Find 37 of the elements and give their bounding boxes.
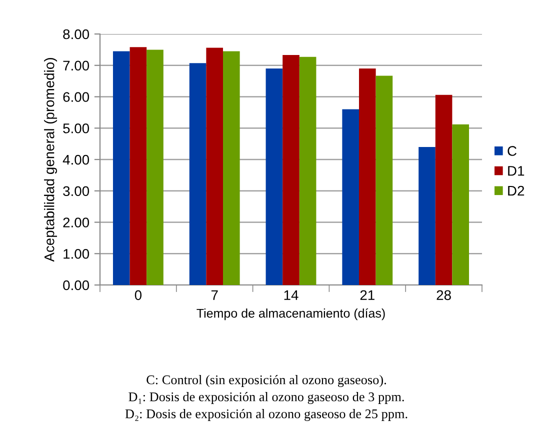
bar xyxy=(435,94,452,285)
text: C: Control (sin exposición al ozono gaseoso). xyxy=(146,374,386,388)
bar xyxy=(112,51,130,285)
bar xyxy=(418,146,436,285)
x-tick-label: 28 xyxy=(436,290,451,300)
x-tick-label: 14 xyxy=(284,290,298,300)
legend-label: C xyxy=(508,146,516,156)
y-tick-label: 0.00 xyxy=(63,280,90,290)
y-tick-label: 2.00 xyxy=(63,218,90,228)
x-tick-label: 0 xyxy=(134,290,142,300)
bar xyxy=(376,76,393,285)
y-tick-label: 8.00 xyxy=(63,29,90,40)
y-tick-label: 5.00 xyxy=(63,123,90,134)
bar xyxy=(452,124,470,285)
bar xyxy=(223,51,240,285)
x-axis-title: Tiempo de almacenamiento (días) xyxy=(196,308,385,320)
bar xyxy=(130,47,147,285)
y-axis-title: Aceptabilidad general (promedio) xyxy=(44,58,57,262)
bar xyxy=(358,68,376,285)
x-tick-label: 21 xyxy=(360,290,374,300)
legend-label: D1 xyxy=(508,166,524,176)
bar xyxy=(146,50,164,285)
text: D₁: Dosis de exposición al ozono gaseoso de 3 ppm. xyxy=(128,392,404,404)
bar xyxy=(189,63,206,285)
text: D₂: Dosis de exposición al ozono gaseoso de 25 ppm. xyxy=(125,408,408,422)
bar xyxy=(282,55,300,285)
y-tick-label: 3.00 xyxy=(63,186,90,196)
x-tick-label: 7 xyxy=(211,290,218,300)
bar xyxy=(299,56,316,285)
y-tick-label: 7.00 xyxy=(63,60,90,71)
y-tick-label: 4.00 xyxy=(62,154,90,165)
legend-label: D2 xyxy=(508,186,524,196)
y-tick-label: 1.00 xyxy=(64,248,90,259)
y-tick-label: 6.00 xyxy=(63,92,90,102)
bar xyxy=(206,48,224,285)
bar xyxy=(342,109,359,285)
bar xyxy=(266,68,283,285)
